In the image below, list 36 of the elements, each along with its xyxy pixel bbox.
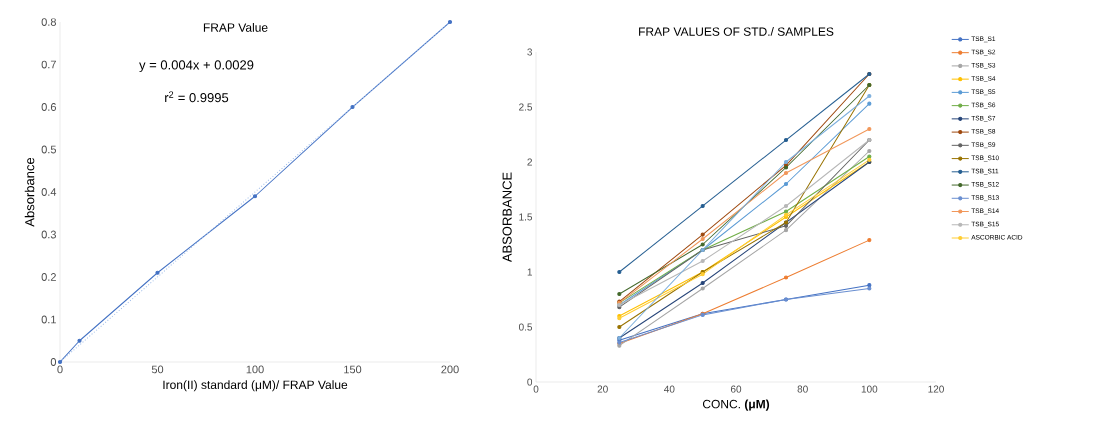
y-axis-title: Absorbance bbox=[24, 157, 35, 227]
y-axis-title: ABSORBANCE bbox=[502, 172, 512, 263]
y-tick-label: 0 bbox=[527, 378, 533, 386]
y-tick-label: 0.3 bbox=[41, 230, 56, 239]
y-tick-label: 0.2 bbox=[41, 273, 56, 281]
y-tick-label: 0.1 bbox=[41, 315, 56, 324]
x-tick-label: 200 bbox=[441, 365, 459, 374]
x-tick-label: 0 bbox=[533, 385, 539, 393]
x-tick-label: 150 bbox=[344, 365, 362, 374]
x-axis-title: CONC. (μM) bbox=[702, 399, 770, 411]
y-tick-label: 0 bbox=[50, 358, 57, 366]
y-tick-label: 0.5 bbox=[518, 323, 533, 331]
x-axis-title: Iron(II) standard (μM)/ FRAP Value bbox=[163, 380, 348, 392]
annotation: y = 0.004x + 0.0029 bbox=[139, 60, 254, 73]
x-tick-label: 100 bbox=[246, 365, 264, 374]
annotation: r$^{2}$ = 0.9995 bbox=[165, 91, 229, 103]
chart-title: FRAP Value bbox=[203, 22, 268, 32]
y-tick-label: 0.6 bbox=[41, 103, 56, 111]
x-tick-label: 40 bbox=[664, 385, 675, 393]
y-tick-label: 1 bbox=[527, 268, 532, 276]
y-tick-label: 1.5 bbox=[519, 213, 533, 221]
x-tick-label: 60 bbox=[730, 385, 742, 393]
y-tick-label: 0.7 bbox=[41, 60, 56, 69]
y-tick-label: 2.5 bbox=[519, 103, 533, 111]
y-tick-label: 0.5 bbox=[41, 145, 56, 154]
x-tick-label: 120 bbox=[928, 385, 944, 393]
y-tick-label: 0.8 bbox=[41, 18, 56, 26]
x-tick-label: 0 bbox=[57, 365, 63, 374]
y-tick-label: 3 bbox=[527, 48, 533, 56]
y-tick-label: 2 bbox=[527, 158, 532, 166]
x-tick-label: 20 bbox=[597, 385, 608, 393]
chart-title: FRAP VALUES OF STD./ SAMPLES bbox=[639, 27, 834, 36]
x-tick-label: 50 bbox=[151, 365, 164, 374]
x-tick-label: 80 bbox=[797, 385, 808, 393]
x-tick-label: 100 bbox=[861, 385, 878, 393]
y-tick-label: 0.4 bbox=[41, 188, 57, 196]
